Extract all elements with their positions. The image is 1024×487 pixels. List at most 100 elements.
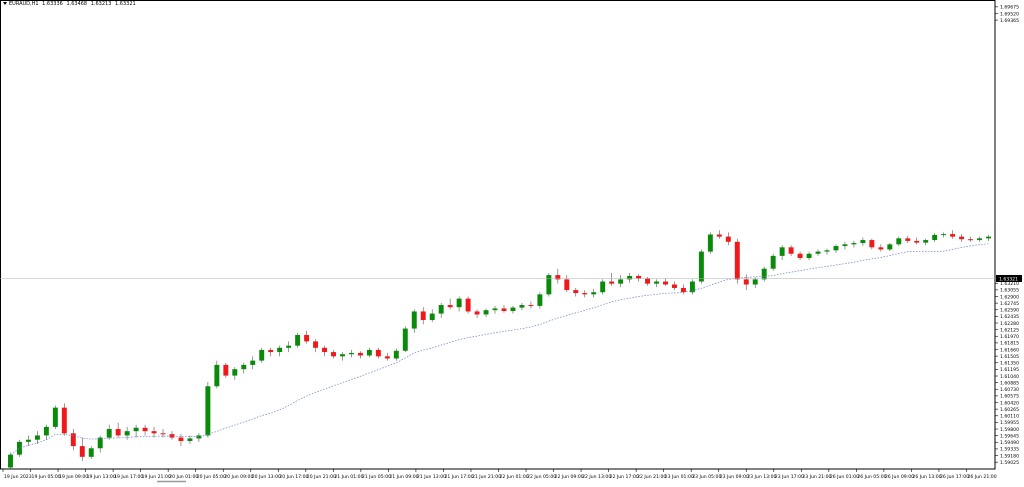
last-price-label: 1.63321 (999, 276, 1018, 282)
candle-bull (842, 244, 848, 247)
x-tick-label: 22 Jun 01:00 (500, 474, 529, 480)
candle-bear (115, 429, 121, 436)
candle-bear (357, 352, 363, 356)
x-tick-label: 21 Jun 05:00 (362, 474, 391, 480)
candle-bull (214, 364, 220, 387)
candle-bull (106, 429, 112, 438)
candle-bull (34, 435, 40, 440)
y-tick-label: 1.62590 (1000, 308, 1019, 314)
y-tick-label: 1.60110 (1000, 414, 1019, 420)
candle-bull (860, 240, 866, 244)
y-tick-label: 1.62280 (1000, 321, 1019, 327)
candle-bear (420, 311, 426, 321)
y-tick-label: 1.60730 (1000, 387, 1019, 393)
candle-bear (331, 352, 336, 357)
candle-bear (465, 298, 471, 312)
candle-bull (187, 438, 193, 441)
candle-bull (833, 246, 839, 251)
candle-bear (474, 311, 480, 315)
x-tick-label: 21 Jun 17:00 (444, 474, 473, 480)
y-tick-label: 1.60420 (1000, 400, 1019, 406)
candle-bear (663, 281, 668, 285)
x-tick-label: 20 Jun 17:00 (279, 474, 308, 480)
candle-bear (959, 236, 965, 240)
candle-bull (770, 255, 776, 269)
y-tick-label: 1.62900 (1000, 294, 1019, 300)
candle-bear (151, 431, 157, 434)
y-tick-label: 1.60885 (1000, 380, 1019, 386)
candle-bull (707, 234, 713, 252)
x-tick-label: 26 Jun 17:00 (940, 474, 969, 480)
x-tick-label: 23 Jun 09:00 (720, 474, 749, 480)
y-tick-label: 1.59800 (1000, 427, 1019, 433)
candle-bear (61, 407, 67, 434)
candle-bull (627, 275, 633, 280)
candle-bull (241, 364, 247, 370)
candle-bull (618, 279, 624, 284)
x-tick-label: 19 Jun 21:00 (142, 474, 171, 480)
candle-bull (923, 240, 929, 243)
candle-bull (815, 251, 821, 254)
x-tick-label: 21 Jun 01:00 (334, 474, 363, 480)
x-tick-label: 19 Jun 13:00 (87, 474, 116, 480)
candle-bull (205, 386, 211, 436)
candle-bull (761, 268, 767, 280)
y-tick-label: 1.61505 (1000, 354, 1019, 360)
candle-bear (609, 281, 615, 284)
x-tick-label: 20 Jun 05:00 (197, 474, 226, 480)
candle-bull (88, 448, 94, 457)
last-price-label-box (996, 274, 1022, 282)
candle-bull (25, 439, 31, 442)
candle-bear (573, 290, 579, 294)
candle-bull (438, 305, 444, 314)
x-tick-label: 20 Jun 01:00 (169, 474, 198, 480)
x-tick-label: 22 Jun 09:00 (555, 474, 584, 480)
candle-bear (70, 433, 76, 447)
x-tick-label: 23 Jun 01:00 (665, 474, 694, 480)
candle-bull (295, 334, 301, 346)
x-tick-label: 23 Jun 17:00 (775, 474, 804, 480)
y-tick-label: 1.59335 (1000, 447, 1019, 453)
candle-bull (277, 347, 283, 353)
open-value: 1.63336 (42, 1, 63, 7)
candle-bull (941, 234, 947, 236)
y-tick-label: 1.62125 (1000, 327, 1019, 333)
candle-bear (79, 446, 85, 457)
candle-bull (52, 407, 58, 427)
candle-bull (402, 328, 408, 351)
x-tick-label: 26 Jun 13:00 (912, 474, 941, 480)
candle-bear (160, 433, 166, 435)
x-tick-label: 19 Jun 2023 (4, 474, 32, 480)
y-tick-label: 1.62435 (1000, 314, 1019, 320)
candle-bull (689, 281, 695, 293)
y-tick-label: 1.59180 (1000, 453, 1019, 459)
x-tick-label: 20 Jun 21:00 (307, 474, 336, 480)
x-tick-label: 20 Jun 13:00 (252, 474, 281, 480)
candle-bull (546, 275, 552, 295)
candle-bear (645, 278, 651, 284)
candle-bull (824, 250, 830, 252)
candle-bull (97, 437, 103, 449)
candle-bull (393, 350, 399, 359)
candle-bull (286, 345, 292, 348)
candle-bear (555, 275, 561, 280)
x-tick-label: 20 Jun 09:00 (224, 474, 253, 480)
high-value: 1.63468 (66, 1, 88, 7)
candle-bull (483, 310, 489, 315)
close-value: 1.63321 (115, 1, 136, 7)
y-tick-label: 1.63055 (1000, 288, 1019, 294)
candle-bull (887, 244, 893, 250)
y-tick-label: 1.69520 (1000, 11, 1019, 17)
candle-bear (914, 240, 920, 243)
candle-bull (340, 354, 345, 357)
y-tick-label: 1.59645 (1000, 433, 1019, 439)
candle-bear (178, 437, 184, 441)
candle-bull (932, 234, 938, 241)
candle-bull (591, 292, 597, 295)
candle-bear (869, 240, 875, 248)
chevron-down-icon[interactable] (3, 2, 7, 5)
symbol-label: EURAUD,H1 (9, 1, 39, 7)
x-tick-label: 21 Jun 21:00 (472, 474, 501, 480)
candle-bull (196, 435, 202, 439)
